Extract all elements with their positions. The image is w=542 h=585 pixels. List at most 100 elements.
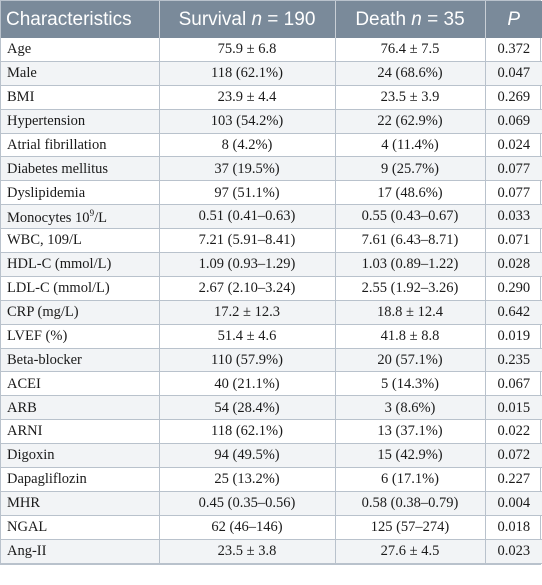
table-row: ACEI 40 (21.1%) 5 (14.3%) 0.067 (1, 371, 542, 397)
cell-death: 41.8 ± 8.8 (335, 324, 486, 349)
cell-p-value: 0.235 (485, 348, 542, 373)
cell-p-value: 0.227 (485, 467, 542, 492)
cell-death: 3 (8.6%) (335, 395, 486, 421)
characteristic-name: Male (7, 65, 37, 82)
header-death-label: Death (355, 8, 412, 30)
cell-characteristic: CRP (mg/L) (1, 300, 160, 325)
table-row: LVEF (%) 51.4 ± 4.6 41.8 ± 8.8 0.019 (1, 324, 542, 349)
cell-characteristic: ACEI (1, 371, 160, 397)
cell-survival: 94 (49.5%) (159, 443, 336, 469)
characteristic-name: BMI (7, 88, 35, 105)
characteristic-name: LVEF (%) (7, 327, 68, 344)
cell-death: 20 (57.1%) (335, 348, 486, 373)
table-row: WBC, 109/L 7.21 (5.91–8.41) 7.61 (6.43–8.7… (1, 228, 542, 254)
table-body: Age 75.9 ± 6.8 76.4 ± 7.5 0.372 Male 118 (62.… (1, 38, 542, 564)
characteristic-name: Hypertension (7, 112, 86, 129)
characteristic-name: Atrial fibrillation (7, 136, 107, 153)
table-row: ARB 54 (28.4%) 3 (8.6%) 0.015 (1, 395, 542, 421)
characteristic-name: LDL-C (mmol/L) (7, 280, 110, 297)
cell-survival: 40 (21.1%) (159, 371, 336, 397)
cell-characteristic: Beta-blocker (1, 348, 160, 373)
header-survival-n: = 190 (262, 8, 316, 30)
characteristics-table-container: Characteristics Survival n = 190 Death n… (0, 0, 542, 565)
table-row: Monocytes 109/L 0.51 (0.41–0.63) 0.55 (0.4… (1, 204, 542, 230)
cell-death: 18.8 ± 12.4 (335, 300, 486, 325)
table-row: HDL-C (mmol/L) 1.09 (0.93–1.29) 1.03 (0.89… (1, 252, 542, 277)
table-row: ARNI 118 (62.1%) 13 (37.1%) 0.022 (1, 419, 542, 445)
cell-death: 4 (11.4%) (335, 133, 486, 158)
cell-survival: 0.51 (0.41–0.63) (159, 204, 336, 230)
cell-death: 17 (48.6%) (335, 180, 486, 206)
cell-characteristic: MHR (1, 491, 160, 516)
cell-p-value: 0.069 (485, 109, 542, 134)
table-row: NGAL 62 (46–146) 125 (57–274) 0.018 (1, 515, 542, 540)
cell-death: 7.61 (6.43–8.71) (335, 228, 486, 254)
cell-survival: 75.9 ± 6.8 (159, 38, 336, 62)
cell-characteristic: Ang-II (1, 539, 160, 564)
header-death-n: = 35 (421, 8, 465, 30)
cell-p-value: 0.028 (485, 252, 542, 277)
cell-p-value: 0.024 (485, 133, 542, 158)
characteristic-name: MHR (7, 495, 41, 512)
cell-death: 0.58 (0.38–0.79) (335, 491, 486, 516)
characteristic-name: Ang-II (7, 542, 47, 559)
characteristic-superscript: 9 (89, 207, 95, 218)
characteristic-name: ACEI (7, 375, 41, 392)
cell-death: 9 (25.7%) (335, 156, 486, 182)
header-characteristics: Characteristics (1, 1, 160, 38)
cell-p-value: 0.372 (485, 38, 542, 62)
cell-p-value: 0.077 (485, 180, 542, 206)
cell-survival: 37 (19.5%) (159, 156, 336, 182)
cell-survival: 0.45 (0.35–0.56) (159, 491, 336, 516)
characteristic-name: Age (7, 41, 32, 58)
table-row: Beta-blocker 110 (57.9%) 20 (57.1%) 0.235 (1, 348, 542, 373)
cell-p-value: 0.072 (485, 443, 542, 469)
header-p: P (485, 1, 542, 38)
cell-p-value: 0.015 (485, 395, 542, 421)
cell-survival: 118 (62.1%) (159, 61, 336, 86)
cell-survival: 7.21 (5.91–8.41) (159, 228, 336, 254)
cell-p-value: 0.022 (485, 419, 542, 445)
cell-characteristic: LDL-C (mmol/L) (1, 276, 160, 301)
cell-characteristic: Dyslipidemia (1, 180, 160, 206)
cell-survival: 62 (46–146) (159, 515, 336, 540)
cell-death: 76.4 ± 7.5 (335, 38, 486, 62)
characteristic-unit: /L (94, 209, 107, 226)
cell-p-value: 0.071 (485, 228, 542, 254)
table-row: LDL-C (mmol/L) 2.67 (2.10–3.24) 2.55 (1.92… (1, 276, 542, 301)
cell-p-value: 0.018 (485, 515, 542, 540)
table-row: Atrial fibrillation 8 (4.2%) 4 (11.4%) 0.02… (1, 133, 542, 158)
cell-p-value: 0.269 (485, 85, 542, 110)
characteristic-name: Monocytes 10 (7, 209, 90, 226)
cell-survival: 25 (13.2%) (159, 467, 336, 492)
cell-survival: 54 (28.4%) (159, 395, 336, 421)
cell-death: 23.5 ± 3.9 (335, 85, 486, 110)
cell-characteristic: Digoxin (1, 443, 160, 469)
cell-characteristic: NGAL (1, 515, 160, 540)
table-row: BMI 23.9 ± 4.4 23.5 ± 3.9 0.269 (1, 85, 542, 110)
characteristic-name: WBC, 109/L (7, 232, 82, 249)
cell-death: 27.6 ± 4.5 (335, 539, 486, 564)
cell-characteristic: BMI (1, 85, 160, 110)
header-survival-n-symbol: n (251, 8, 263, 30)
characteristic-name: Dyslipidemia (7, 184, 86, 201)
cell-survival: 51.4 ± 4.6 (159, 324, 336, 349)
characteristics-table: Characteristics Survival n = 190 Death n… (1, 1, 542, 564)
cell-death: 125 (57–274) (335, 515, 486, 540)
cell-death: 2.55 (1.92–3.26) (335, 276, 486, 301)
cell-characteristic: Dapagliflozin (1, 467, 160, 492)
cell-survival: 110 (57.9%) (159, 348, 336, 373)
cell-survival: 97 (51.1%) (159, 180, 336, 206)
cell-characteristic: LVEF (%) (1, 324, 160, 349)
cell-death: 6 (17.1%) (335, 467, 486, 492)
characteristic-name: CRP (mg/L) (7, 303, 79, 320)
cell-p-value: 0.077 (485, 156, 542, 182)
characteristic-name: Beta-blocker (7, 351, 82, 368)
cell-survival: 17.2 ± 12.3 (159, 300, 336, 325)
cell-survival: 1.09 (0.93–1.29) (159, 252, 336, 277)
cell-death: 24 (68.6%) (335, 61, 486, 86)
cell-p-value: 0.047 (485, 61, 542, 86)
header-row: Characteristics Survival n = 190 Death n… (1, 1, 542, 38)
table-row: Digoxin 94 (49.5%) 15 (42.9%) 0.072 (1, 443, 542, 469)
cell-p-value: 0.004 (485, 491, 542, 516)
